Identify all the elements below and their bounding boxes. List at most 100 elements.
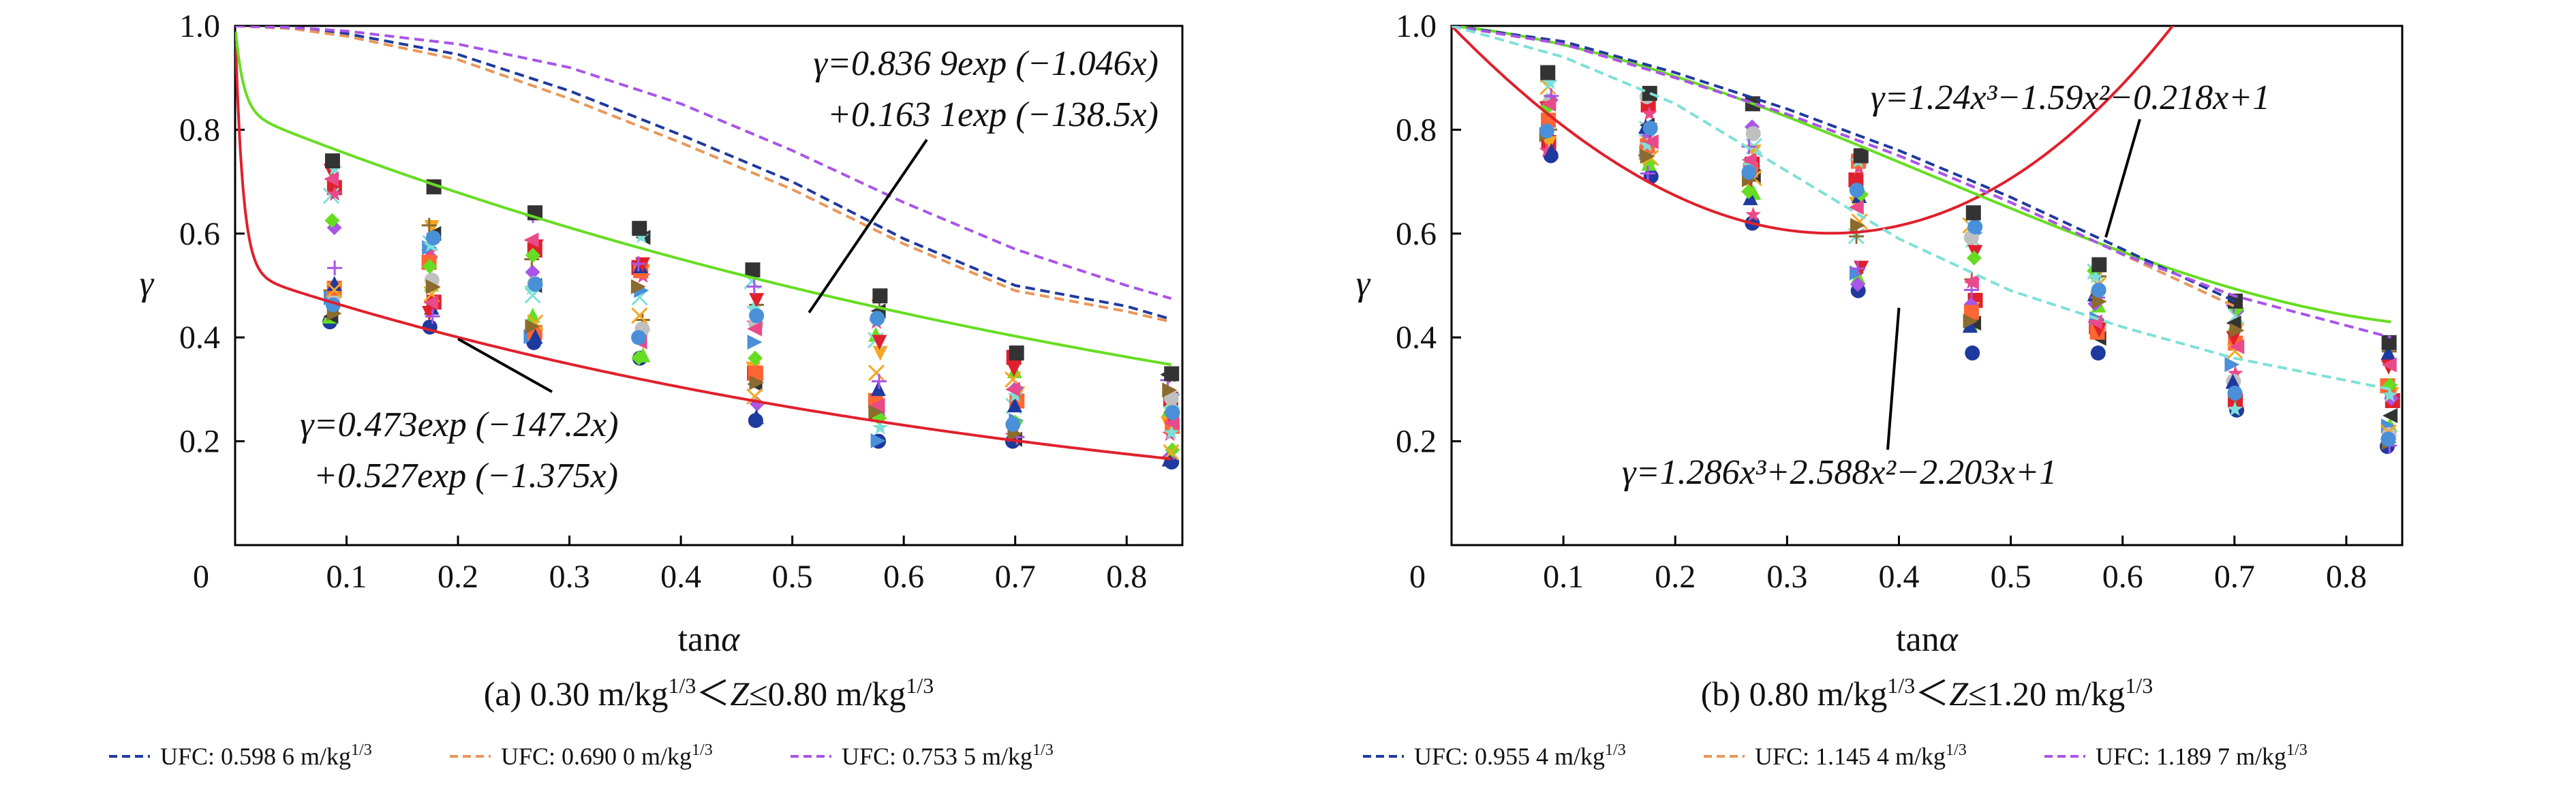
scatter-point [1639, 136, 1655, 152]
scatter-point [748, 350, 763, 366]
chart-panel-a: 0.1 0.2 0.3 0.4 0.5 0.6 0.7 0.8 0 0.2 0.4 0.6 0.8 1.0… [140, 8, 1184, 713]
y-tick-label: 0.6 [179, 216, 220, 252]
caption-text: (b) 0.80 m/kg [1701, 675, 1888, 713]
annotation-upper-line2: +0.163 1exp (−138.5x) [827, 95, 1159, 134]
scatter-point [425, 309, 440, 324]
x-axis-label: tanα [678, 620, 741, 659]
legend-text: UFC: 0.955 4 m/kg [1414, 743, 1605, 770]
scatter-point [1848, 200, 1864, 215]
scatter-point [1849, 183, 1865, 198]
scatter-point [324, 153, 340, 169]
scatter-point [1640, 166, 1656, 181]
annotation-lower: γ=1.286x³+2.588x²−2.203x+1 [1622, 453, 2057, 492]
caption-text: ＜ [1915, 675, 1949, 713]
scatter-point [1963, 313, 1978, 329]
scatter-point [2087, 268, 2104, 284]
scatter-point [1163, 425, 1180, 439]
curve-ufc-3 [1452, 26, 2392, 339]
scatter-point [630, 256, 646, 272]
caption-sup: 1/3 [1887, 673, 1915, 698]
x-axis-label-greek: α [1939, 620, 1959, 659]
x-tick-label: 0.5 [1991, 559, 2031, 595]
scatter-point [2382, 387, 2398, 402]
scatter-point [746, 300, 761, 316]
curve-ufc-1 [1452, 26, 2235, 303]
plot-frame [1450, 25, 2404, 546]
curve-ufc-2 [1452, 26, 2235, 308]
annotation-lower-line2: +0.527exp (−1.375x) [313, 457, 618, 495]
annotation-upper: γ=0.836 9exp (−1.046x) [813, 44, 1159, 83]
y-tick-label: 0.6 [1396, 216, 1437, 252]
scatter-point [1745, 126, 1761, 142]
scatter-point [872, 288, 888, 304]
plot-area [235, 26, 1180, 470]
x-tick-label: 0.1 [326, 559, 367, 595]
y-axis-label: γ [140, 264, 155, 303]
scatter-point [2380, 344, 2396, 360]
curve-fit-lower [235, 43, 1171, 461]
scatter-point [747, 321, 763, 337]
y-tick-label: 0.8 [179, 112, 220, 148]
legend-panel-a: UFC: 0.598 6 m/kg1/3 UFC: 0.690 0 m/kg1/3… [109, 741, 1054, 770]
curve-ufc-2 [235, 26, 1172, 324]
scatter-point [1642, 121, 1658, 136]
scatter-point [2091, 294, 2107, 309]
legend-sup: 1/3 [351, 741, 372, 759]
scatter-point [870, 397, 885, 413]
scatter-point [1965, 345, 1980, 361]
scatter-point [1162, 382, 1178, 398]
annotation-upper: γ=1.24x³−1.59x²−0.218x+1 [1871, 78, 2270, 117]
scatter-point [326, 186, 343, 201]
scatter-point [527, 328, 543, 344]
plot-frame [234, 25, 1184, 546]
x-tick-label: 0.3 [1766, 559, 1807, 595]
scatter-point [2229, 339, 2245, 354]
scatter-point [324, 171, 339, 187]
origin-label: 0 [1409, 559, 1426, 595]
legend-label: UFC: 1.189 7 m/kg1/3 [2096, 741, 2307, 770]
scatter-point [631, 330, 647, 345]
scatter-point [327, 260, 343, 276]
scatter-point [1640, 149, 1655, 164]
scatter-point [1007, 397, 1022, 413]
scatter-point [420, 244, 437, 260]
scatter-point [746, 279, 762, 294]
legend-sup: 1/3 [2286, 741, 2307, 759]
scatter-point [1643, 134, 1659, 150]
legend-sup: 1/3 [1032, 741, 1054, 759]
y-tick-label: 0.2 [179, 424, 220, 460]
legend-text: UFC: 0.598 6 m/kg [160, 743, 351, 770]
scatter-point [1542, 74, 1559, 90]
x-tick-label: 0.5 [772, 559, 813, 595]
scatter-point [1009, 345, 1024, 361]
scatter-point [527, 277, 543, 292]
y-tick-label: 0.4 [179, 320, 220, 356]
scatter-point [1005, 416, 1021, 432]
legend-label: UFC: 0.690 0 m/kg1/3 [501, 741, 713, 770]
curve-fit-lower [1452, 26, 2175, 235]
scatter-point [870, 311, 885, 326]
legend-sup: 1/3 [1946, 741, 1967, 759]
scatter-point [1541, 96, 1557, 112]
y-tick-label: 1.0 [1396, 8, 1437, 44]
caption-z: Z [1949, 675, 1969, 713]
scatter-point [1005, 382, 1021, 397]
scatter-point [422, 259, 438, 275]
curve-ufc-1 [235, 26, 1172, 321]
scatter-point [421, 217, 437, 233]
scatter-point [748, 409, 764, 425]
caption-sup: 1/3 [2125, 673, 2153, 698]
scatter-point [1540, 65, 1556, 80]
scatter-point [868, 365, 885, 382]
legend-text: UFC: 1.189 7 m/kg [2096, 743, 2286, 770]
x-axis-label: tanα [1896, 620, 1959, 659]
scatter-point [423, 294, 439, 310]
scatter-point [2091, 257, 2107, 273]
scatter-point [1539, 123, 1554, 139]
caption-text: (a) 0.30 m/kg [484, 675, 669, 713]
scatter-point [1963, 274, 1979, 290]
annotation-upper-leader [2104, 119, 2141, 238]
scatter-point [2224, 357, 2240, 373]
caption-text: ≤1.20 m/kg [1968, 675, 2125, 713]
